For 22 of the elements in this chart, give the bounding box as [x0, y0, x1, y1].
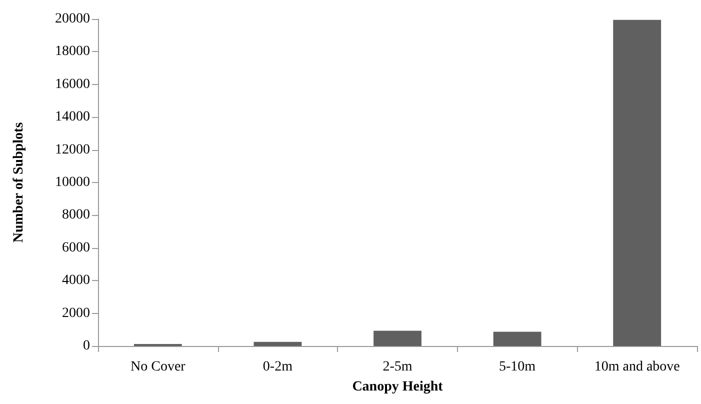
y-tick-label: 6000 — [62, 240, 90, 256]
y-tick-label: 4000 — [62, 273, 90, 288]
y-axis-title: Number of Subplots — [12, 122, 26, 243]
x-tick-label: 5-10m — [499, 360, 536, 374]
bar — [613, 20, 662, 346]
y-tick-label: 14000 — [55, 110, 90, 125]
x-tick-label: 0-2m — [262, 360, 293, 374]
bar — [254, 342, 302, 346]
x-tick-label: No Cover — [130, 360, 186, 374]
y-tick-label: 10000 — [55, 175, 90, 190]
bar — [493, 332, 542, 346]
y-tick-label: 20000 — [55, 12, 90, 26]
y-tick-label: 2000 — [62, 306, 90, 321]
x-axis-title: Canopy Height — [352, 380, 444, 394]
y-tick-label: 18000 — [55, 44, 90, 60]
y-tick-label: 8000 — [62, 208, 90, 223]
x-tick-label: 2-5m — [382, 360, 412, 374]
y-tick-label: 12000 — [55, 142, 90, 158]
y-tick-label: 0 — [83, 338, 90, 354]
x-tick-label: 10m and above — [594, 360, 680, 374]
bar — [374, 330, 422, 346]
y-tick-label: 16000 — [55, 76, 90, 92]
